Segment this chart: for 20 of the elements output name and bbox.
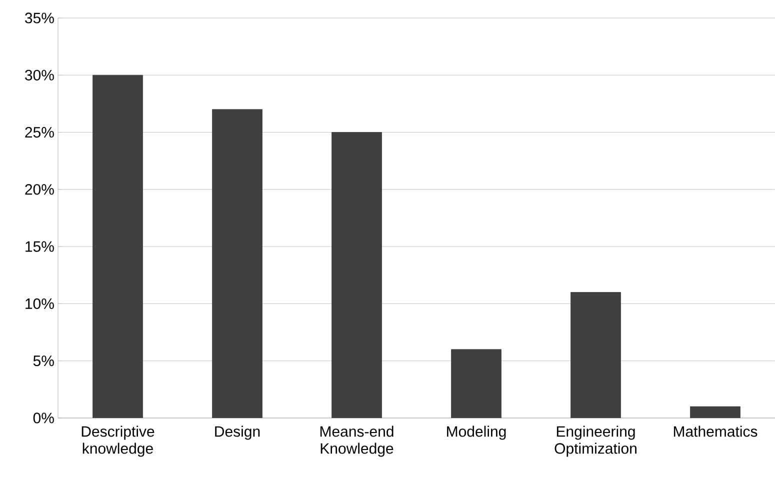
- bar: [451, 349, 502, 418]
- y-tick-label: 25%: [25, 126, 54, 138]
- bar: [92, 74, 143, 418]
- y-tick-label: 5%: [33, 356, 54, 366]
- x-tick-label: Mathematics: [674, 426, 758, 437]
- y-tick-label: 30%: [25, 70, 54, 80]
- y-tick-label: 0%: [33, 412, 54, 424]
- bar: [212, 109, 262, 418]
- y-tick-label: 35%: [25, 12, 54, 24]
- x-tick-label: Means-end Knowledge: [320, 426, 394, 457]
- y-tick-label: 20%: [25, 184, 54, 195]
- x-tick-label: Engineering Optimization: [554, 426, 636, 457]
- x-tick-label: Modeling: [447, 426, 506, 440]
- bar: [332, 132, 382, 418]
- bar: [570, 292, 621, 418]
- x-tick-label: Descriptive knowledge: [82, 426, 154, 457]
- bar: [690, 406, 740, 418]
- y-tick-label: 15%: [26, 241, 54, 252]
- x-tick-label: Design: [215, 426, 260, 440]
- y-tick-label: 10%: [26, 298, 54, 310]
